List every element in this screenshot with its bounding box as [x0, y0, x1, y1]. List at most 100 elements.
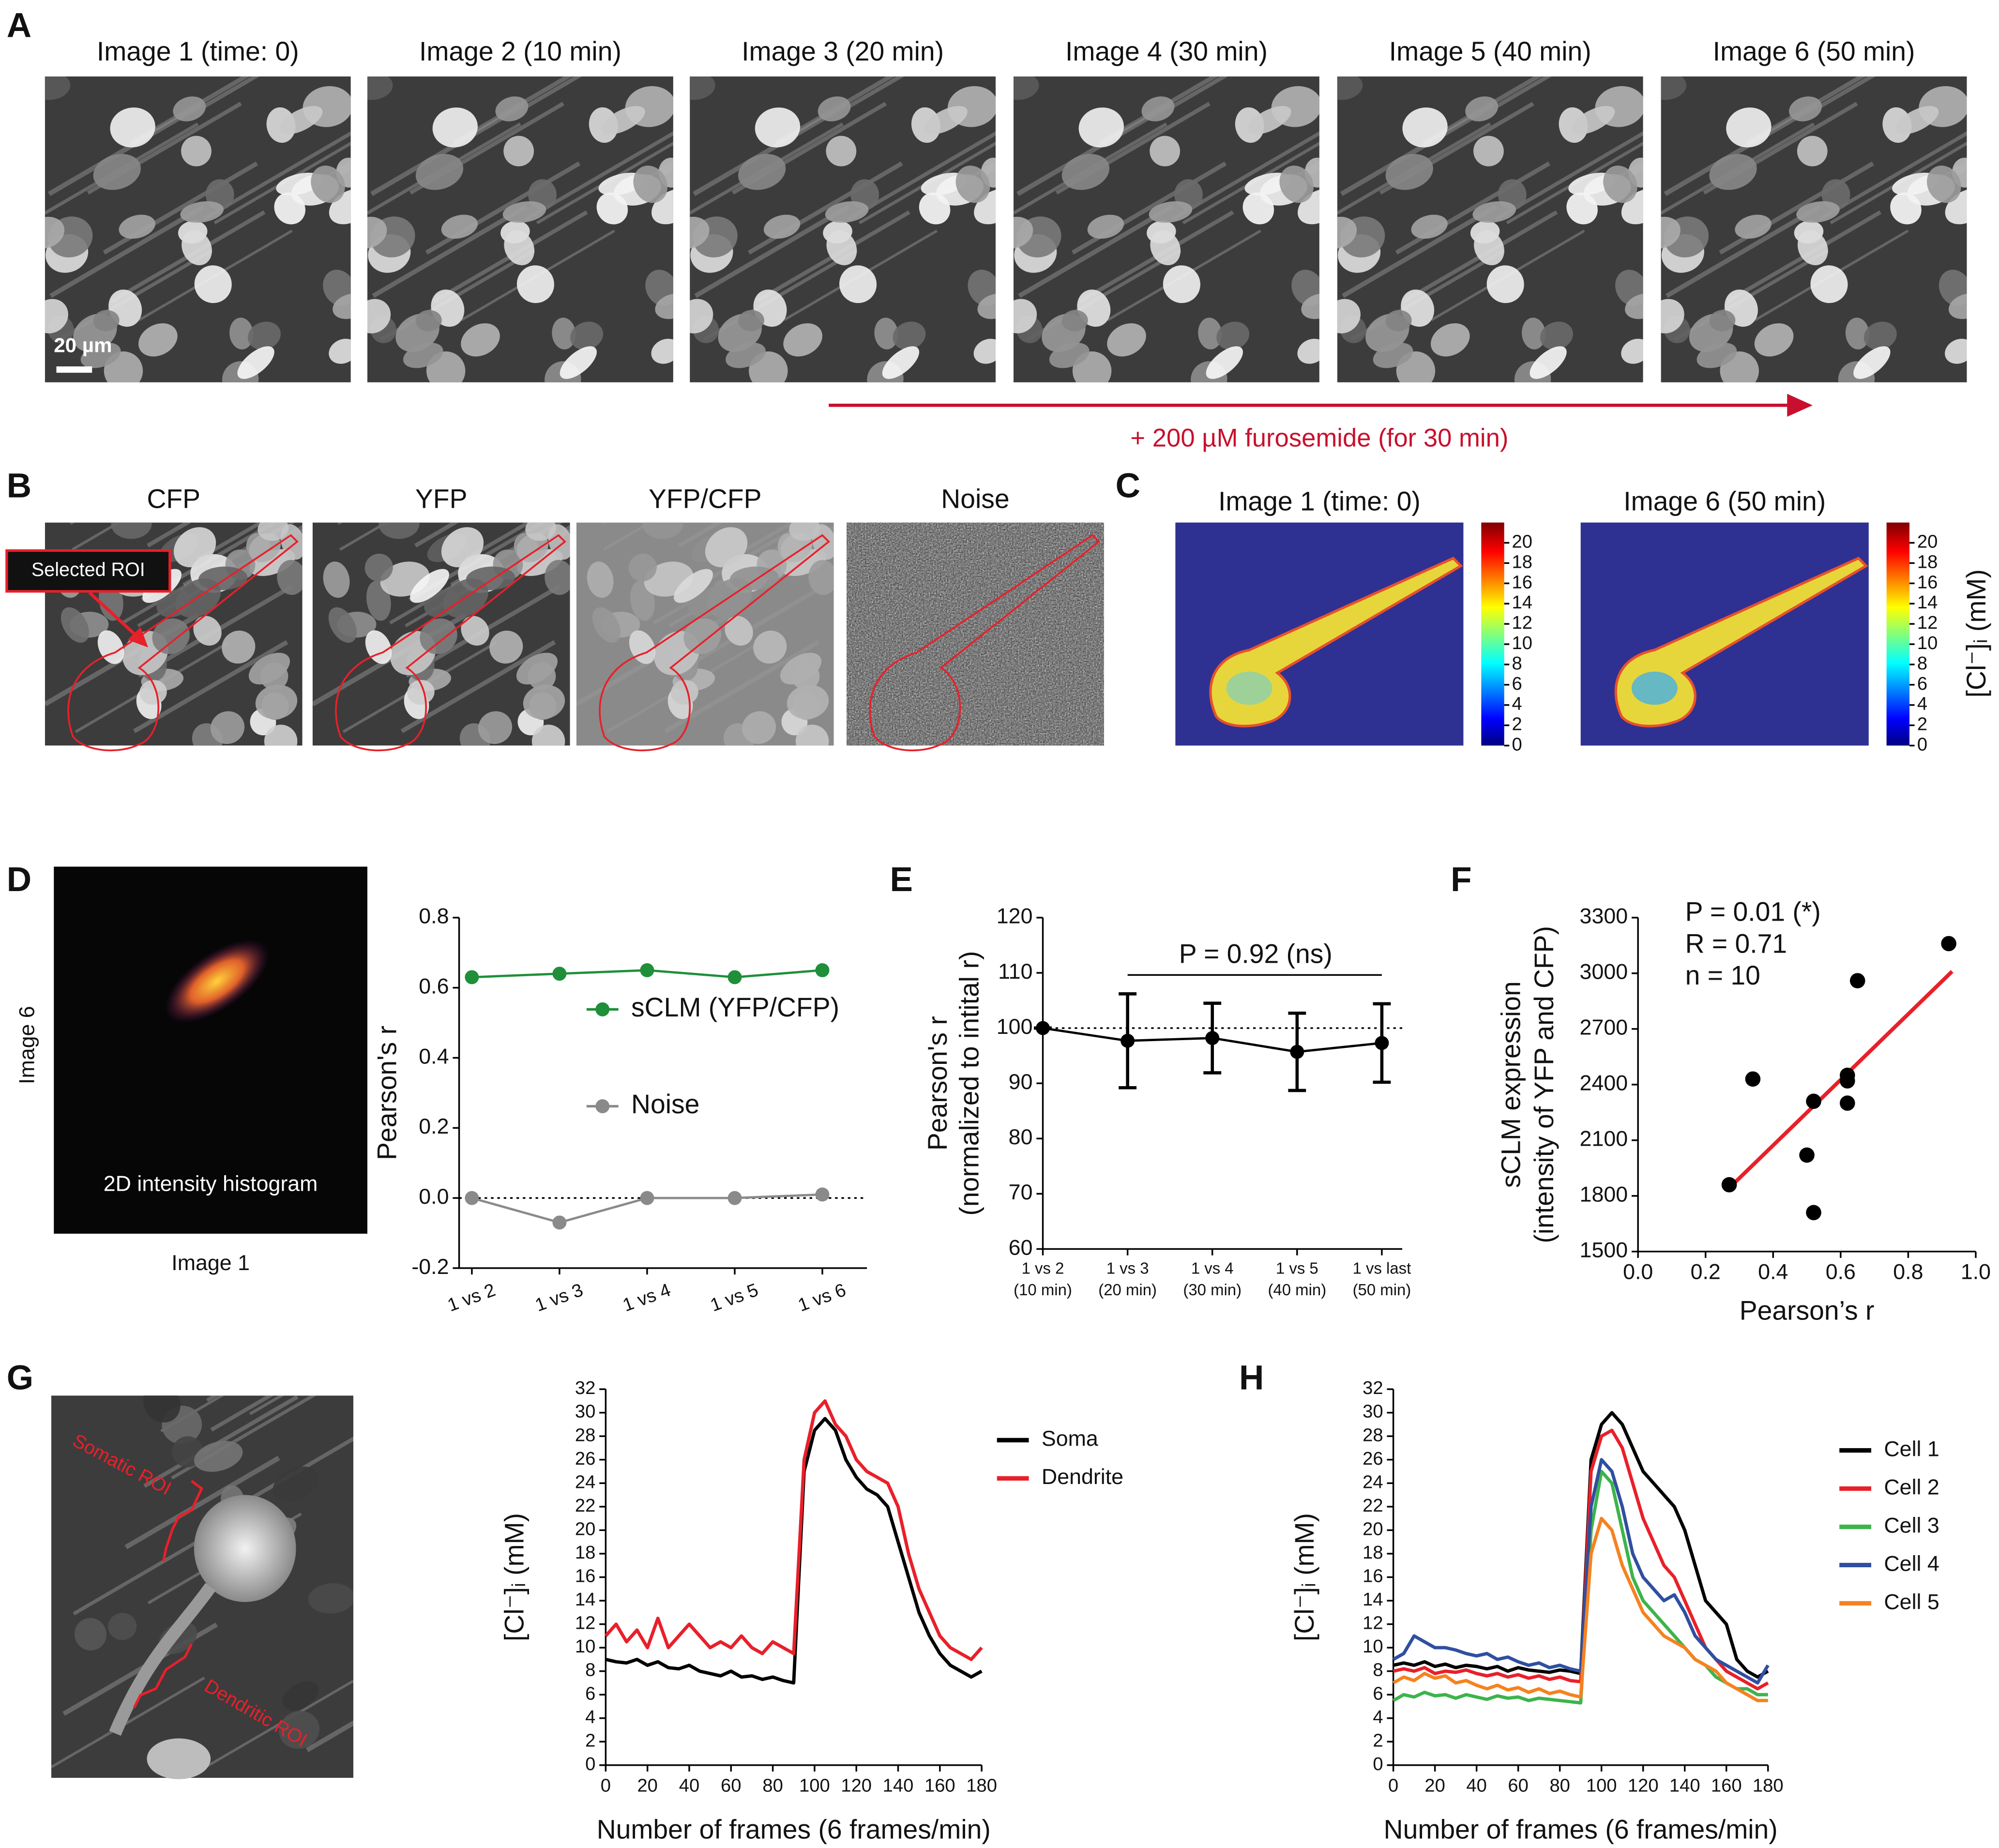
- cell-body: [80, 342, 121, 368]
- cell-body: [143, 1395, 181, 1423]
- colorbar-tick-label: 4: [1917, 694, 1927, 714]
- y-tick-label: -0.2: [411, 1255, 449, 1279]
- cell-body: [403, 342, 443, 368]
- y-axis-title: Pearson's r: [923, 1016, 953, 1151]
- cell-body: [655, 293, 673, 319]
- cell-body: [503, 136, 534, 167]
- dendrite: [400, 640, 556, 733]
- cell-body: [461, 323, 500, 357]
- dendrite: [1664, 103, 1819, 197]
- x-tick-label: 180: [1753, 1775, 1784, 1796]
- treatment-label: + 200 µM furosemide (for 30 min): [1130, 424, 1508, 452]
- cell-body: [74, 1618, 107, 1651]
- cell-body: [138, 323, 178, 357]
- scale-bar-label: 20 µm: [54, 333, 112, 356]
- y-tick-label: 28: [1363, 1424, 1383, 1445]
- cell-body: [690, 216, 710, 249]
- dendrite: [203, 76, 260, 108]
- cell-body: [1696, 342, 1737, 368]
- colorbar-tick-label: 0: [1512, 734, 1522, 755]
- x-tick-label: (50 min): [1353, 1281, 1411, 1299]
- dendrite: [693, 103, 848, 197]
- y-tick-label: 8: [585, 1660, 595, 1681]
- y-axis-title: Pearson's r: [372, 1026, 402, 1160]
- cell-body: [194, 265, 232, 303]
- cell-body: [367, 76, 393, 100]
- y-tick-label: 6: [1373, 1683, 1383, 1704]
- cell-body: [1530, 346, 1567, 379]
- cell-body: [587, 561, 614, 598]
- cell-body: [1301, 293, 1319, 319]
- annotation: P = 0.01 (*): [1685, 897, 1821, 927]
- cell-body: [139, 680, 167, 705]
- cell-body: [977, 293, 996, 319]
- cell-body: [791, 662, 820, 690]
- cell-body: [525, 522, 557, 541]
- series-line: [604, 1399, 983, 1661]
- cell-body: [1141, 96, 1175, 121]
- cell-body: [651, 338, 673, 364]
- y-tick-label: 2100: [1580, 1127, 1628, 1151]
- cell-body: [407, 680, 435, 705]
- colorbar: [1886, 522, 1910, 746]
- cell-body: [528, 662, 556, 690]
- cell-body: [1895, 106, 1939, 135]
- cell-body: [1411, 214, 1448, 239]
- cell-body: [753, 630, 787, 664]
- roi-arrow-head: [127, 627, 149, 648]
- cell-body: [825, 201, 869, 223]
- roi-outline: [335, 534, 566, 752]
- x-tick-label: 1.0: [1961, 1259, 1991, 1284]
- x-tick-label: 180: [966, 1775, 997, 1796]
- y-tick-label: 12: [575, 1613, 595, 1634]
- colorbar-tick-label: 16: [1512, 572, 1532, 592]
- x-tick-label: 0: [601, 1775, 611, 1796]
- dendrite: [1016, 103, 1172, 197]
- x-tick-label: 1 vs 5: [708, 1279, 761, 1316]
- colorbar-tick-label: 6: [1917, 673, 1927, 694]
- y-tick-label: 100: [997, 1015, 1033, 1039]
- image-title: Noise: [941, 484, 1009, 514]
- photo: [367, 76, 673, 382]
- dendrite: [51, 1676, 205, 1769]
- image-title: Image 6 (50 min): [1623, 486, 1826, 516]
- cell-body: [111, 522, 152, 539]
- dendrite: [370, 103, 526, 197]
- colorbar-tick-label: 18: [1917, 551, 1938, 572]
- y-tick-label: 0.4: [419, 1044, 449, 1068]
- dendrite: [1496, 76, 1552, 108]
- cell-body: [264, 725, 298, 746]
- cell-body: [1735, 214, 1772, 239]
- cell-body: [441, 527, 484, 567]
- cell-body: [1754, 323, 1794, 357]
- x-tick-label: 0: [1388, 1775, 1398, 1796]
- x-tick-label: 1 vs 6: [795, 1279, 848, 1316]
- x-tick-label: 40: [679, 1775, 699, 1796]
- colorbar-tick-label: 2: [1512, 714, 1522, 735]
- colorbar-tick-label: 8: [1512, 653, 1522, 674]
- x-tick-label: 20: [637, 1775, 657, 1796]
- cell-body: [560, 346, 597, 379]
- cell-body: [333, 293, 351, 319]
- y-tick-label: 14: [1363, 1589, 1383, 1610]
- panel-label: G: [7, 1359, 33, 1397]
- y-tick-label: 6: [585, 1683, 595, 1704]
- y-tick-label: 1500: [1580, 1238, 1628, 1262]
- legend-marker: [595, 1099, 610, 1114]
- y-tick-label: 22: [1363, 1495, 1383, 1516]
- cell-body: [237, 346, 274, 379]
- y-tick-label: 120: [997, 904, 1033, 928]
- cell-body: [255, 684, 298, 719]
- cell-body: [1107, 323, 1146, 357]
- series-line: [1392, 1458, 1770, 1685]
- x-tick-label: 0.0: [1623, 1259, 1653, 1284]
- cell-body: [45, 76, 71, 100]
- cell-body: [1486, 265, 1524, 303]
- x-tick-label: (20 min): [1098, 1281, 1157, 1299]
- dendrite: [1819, 76, 1876, 108]
- y-tick-label: 8: [1373, 1660, 1383, 1681]
- x-tick-label: 20: [1424, 1775, 1445, 1796]
- point: [815, 963, 830, 977]
